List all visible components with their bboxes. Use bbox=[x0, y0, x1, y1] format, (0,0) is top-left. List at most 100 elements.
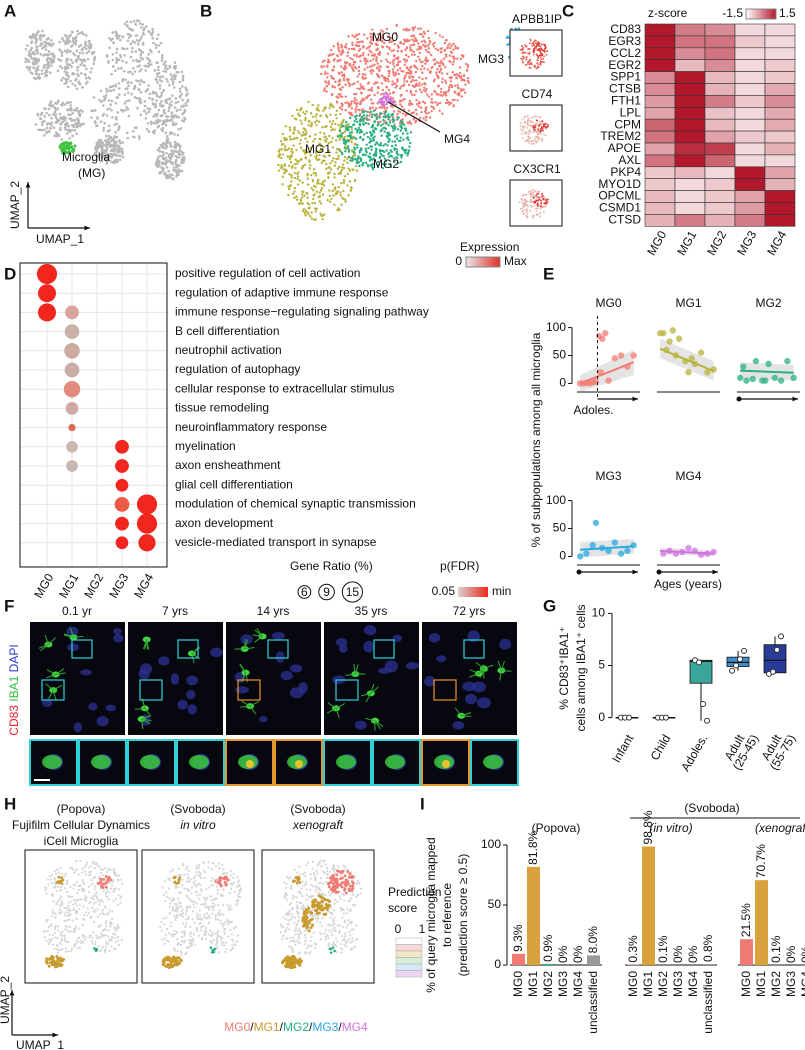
point bbox=[599, 335, 606, 342]
cluster-label: MG0 bbox=[372, 30, 398, 44]
nucleus bbox=[290, 664, 303, 673]
umap-cell bbox=[296, 162, 299, 165]
umap-cell bbox=[53, 877, 56, 880]
umap-cell bbox=[350, 107, 354, 110]
umap-cell bbox=[66, 890, 69, 894]
umap-cell bbox=[397, 162, 400, 165]
umap-cell bbox=[49, 104, 53, 108]
umap-cell bbox=[237, 879, 240, 882]
umap-cell bbox=[90, 51, 94, 54]
umap-cell bbox=[238, 892, 241, 895]
umap-cell bbox=[109, 89, 113, 93]
umap-cell bbox=[309, 154, 312, 157]
umap-cell bbox=[175, 70, 179, 74]
umap-cell bbox=[130, 81, 133, 85]
umap-cell bbox=[68, 136, 71, 140]
umap-cell bbox=[316, 179, 320, 183]
umap-cell bbox=[55, 121, 59, 124]
umap-cell bbox=[183, 887, 186, 890]
heatmap-cell bbox=[644, 35, 676, 49]
umap-cell bbox=[336, 209, 339, 212]
umap-cell bbox=[187, 917, 190, 921]
umap-cell bbox=[109, 925, 112, 928]
umap-cell bbox=[200, 890, 203, 893]
umap-cell bbox=[376, 124, 379, 127]
umap-cell bbox=[202, 869, 205, 872]
umap-cell bbox=[394, 32, 398, 35]
umap-cell bbox=[303, 194, 306, 197]
umap-cell bbox=[537, 138, 540, 141]
umap-cell bbox=[45, 63, 49, 66]
umap-cell bbox=[60, 895, 63, 898]
umap-cell bbox=[157, 65, 160, 69]
umap-cell bbox=[466, 65, 470, 68]
umap-cell bbox=[162, 69, 166, 73]
umap-cell bbox=[401, 112, 405, 115]
umap-cell bbox=[460, 77, 464, 81]
point bbox=[592, 519, 600, 527]
umap-cell bbox=[524, 51, 526, 54]
umap-cell bbox=[327, 58, 330, 62]
umap-cell bbox=[185, 88, 188, 91]
umap-cell bbox=[78, 122, 82, 126]
umap-cell bbox=[76, 29, 79, 33]
cluster-label: MG1 bbox=[305, 142, 331, 156]
umap-cell bbox=[121, 155, 125, 159]
umap-cell bbox=[102, 99, 105, 102]
umap-cell bbox=[181, 884, 184, 887]
umap-cell bbox=[402, 28, 405, 31]
umap-cell bbox=[375, 60, 378, 63]
umap-cell bbox=[44, 930, 47, 933]
umap-cell bbox=[287, 187, 291, 191]
umap-cell bbox=[529, 39, 532, 42]
umap-cell bbox=[322, 132, 326, 135]
point bbox=[770, 668, 776, 675]
umap-cell bbox=[167, 887, 171, 890]
umap-cell bbox=[412, 28, 415, 32]
umap-cell bbox=[162, 893, 166, 896]
umap-cell bbox=[121, 59, 124, 63]
umap-cell bbox=[101, 945, 105, 949]
umap-cell bbox=[231, 876, 234, 879]
umap-cell bbox=[121, 882, 124, 885]
umap-cell bbox=[68, 40, 72, 44]
umap-cell bbox=[347, 155, 351, 158]
umap-cell bbox=[85, 896, 88, 899]
umap-cell bbox=[326, 115, 329, 119]
umap-cell bbox=[108, 142, 111, 146]
point bbox=[741, 647, 747, 654]
umap-cell bbox=[529, 121, 532, 124]
umap-cell bbox=[395, 148, 399, 151]
umap-cell bbox=[531, 192, 533, 195]
umap-cell bbox=[361, 108, 364, 112]
umap-cell bbox=[337, 123, 340, 127]
umap-cell bbox=[56, 100, 60, 104]
umap-cell bbox=[198, 893, 202, 896]
umap-cell bbox=[161, 129, 164, 133]
umap-cell bbox=[148, 107, 152, 111]
dot bbox=[64, 324, 80, 339]
umap-cell bbox=[75, 87, 79, 90]
umap-cell bbox=[424, 48, 428, 52]
umap-cell bbox=[74, 942, 78, 945]
umap-cell bbox=[318, 154, 321, 157]
umap-cell bbox=[362, 110, 366, 114]
umap-cell bbox=[45, 111, 48, 115]
umap-cell bbox=[532, 191, 535, 194]
umap-cell bbox=[397, 56, 400, 59]
umap-cell bbox=[101, 908, 104, 912]
umap-cell bbox=[70, 58, 73, 62]
umap-cell bbox=[111, 84, 115, 88]
legend-label: 0.05 bbox=[432, 584, 456, 598]
umap-cell bbox=[387, 113, 390, 116]
umap-cell bbox=[540, 205, 542, 208]
umap-cell bbox=[45, 939, 48, 942]
umap-cell bbox=[67, 904, 70, 908]
umap-cell bbox=[165, 895, 169, 898]
umap-cell bbox=[362, 33, 366, 36]
umap-cell bbox=[139, 113, 143, 117]
umap-cell bbox=[141, 23, 145, 26]
umap-cell bbox=[367, 46, 370, 49]
umap-cell bbox=[139, 53, 143, 57]
umap-cell bbox=[407, 83, 411, 87]
